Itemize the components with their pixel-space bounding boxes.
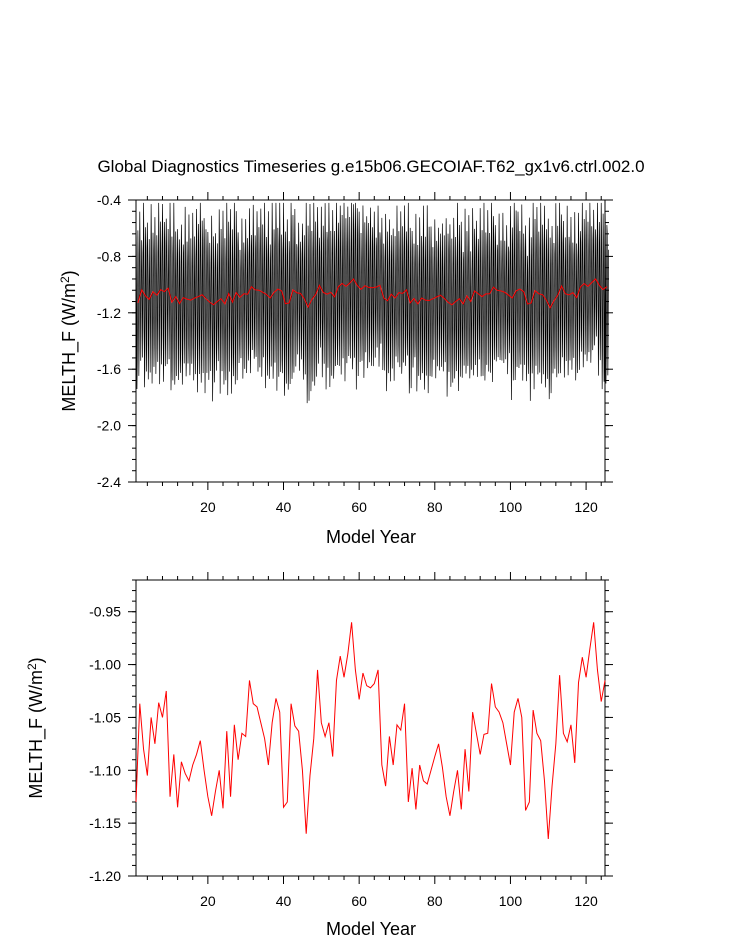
bottom-data xyxy=(135,622,606,840)
x-tick-label: 20 xyxy=(200,499,216,515)
y-tick-label: -2.4 xyxy=(97,474,121,490)
x-tick-label: 40 xyxy=(276,499,292,515)
top-plot-frame xyxy=(135,199,606,483)
x-tick-label: 60 xyxy=(351,499,367,515)
x-tick-label: 40 xyxy=(276,893,292,909)
x-tick-label: 80 xyxy=(427,893,443,909)
y-tick-label: -2.0 xyxy=(97,418,121,434)
y-tick-label: -0.4 xyxy=(97,192,121,208)
series-line-annual-mean-top xyxy=(137,278,608,309)
x-tick-label: 20 xyxy=(200,893,216,909)
x-tick-label: 80 xyxy=(427,499,443,515)
y-tick-label: -1.2 xyxy=(97,305,121,321)
x-tick-label: 60 xyxy=(351,893,367,909)
y-tick-label: -1.6 xyxy=(97,361,121,377)
y-tick-label: -0.95 xyxy=(89,604,121,620)
top-x-axis-label: Model Year xyxy=(326,527,416,547)
bottom-y-axis-label: MELTH_F (W/m2) xyxy=(25,657,47,798)
top-ticks: 20 40 60 80 100 120 -0.4 -0.8 -1.2 -1.6 -2.0 -2.4 xyxy=(97,192,613,515)
y-tick-label: -1.00 xyxy=(89,657,121,673)
x-tick-label: 120 xyxy=(574,893,598,909)
y-tick-label: -1.15 xyxy=(89,815,121,831)
x-tick-label: 100 xyxy=(499,893,523,909)
series-line-annual-mean xyxy=(135,622,606,840)
top-data xyxy=(135,202,609,404)
series-line-monthly xyxy=(135,202,609,404)
bottom-ticks: 20 40 60 80 100 120 -0.95 -1.00 -1.05 -1.10 -1.15 -… xyxy=(89,572,613,909)
x-tick-label: 120 xyxy=(574,499,598,515)
chart-title: Global Diagnostics Timeseries g.e15b06.G… xyxy=(97,157,644,176)
top-y-axis-label: MELTH_F (W/m2) xyxy=(58,270,80,411)
bottom-plot-frame xyxy=(135,579,606,877)
top-panel: 20 40 60 80 100 120 -0.4 -0.8 -1.2 -1.6 -2.0 -2.4 M… xyxy=(58,192,613,547)
x-tick-label: 100 xyxy=(499,499,523,515)
y-tick-label: -1.10 xyxy=(89,762,121,778)
y-tick-label: -1.20 xyxy=(89,868,121,884)
y-tick-label: -0.8 xyxy=(97,248,121,264)
bottom-panel: 20 40 60 80 100 120 -0.95 -1.00 -1.05 -1.10 -1.15 -… xyxy=(25,572,613,939)
bottom-x-axis-label: Model Year xyxy=(326,919,416,939)
y-tick-label: -1.05 xyxy=(89,709,121,725)
